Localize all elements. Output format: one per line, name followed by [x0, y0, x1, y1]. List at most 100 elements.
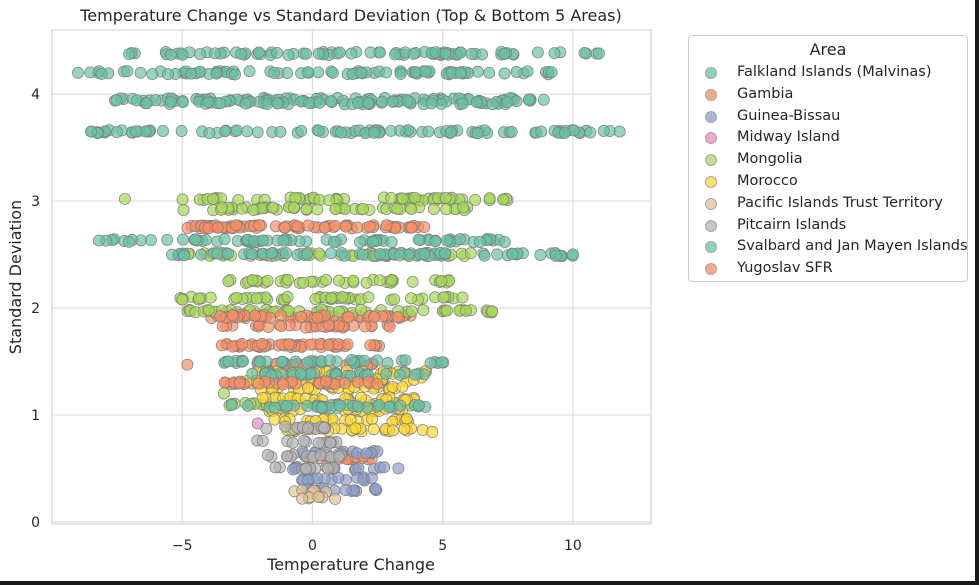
falkland-islands-malvinas-point — [394, 67, 407, 80]
gambia-point — [358, 320, 371, 333]
yugoslav-sfr-point — [339, 220, 352, 233]
y-tick-label: 1 — [31, 408, 40, 424]
falkland-islands-malvinas-point — [386, 95, 399, 108]
x-tick-label: −5 — [172, 538, 193, 554]
morocco-point — [426, 426, 439, 438]
mongolia-point — [215, 201, 228, 214]
mongolia-point — [333, 274, 345, 287]
svalbard-and-jan-mayen-islands-point — [399, 354, 412, 367]
yugoslav-sfr-point — [364, 339, 377, 352]
pitcairn-islands-point — [318, 421, 331, 434]
pitcairn-islands-point — [324, 436, 337, 449]
yugoslav-sfr-point — [230, 219, 243, 232]
chart-title: Temperature Change vs Standard Deviation… — [79, 6, 622, 25]
falkland-islands-malvinas-point — [282, 49, 295, 62]
falkland-islands-malvinas-point — [268, 66, 280, 79]
falkland-islands-malvinas-point — [352, 97, 365, 109]
falkland-islands-malvinas-point — [72, 66, 84, 79]
falkland-islands-malvinas-point — [362, 97, 375, 109]
mongolia-point — [396, 192, 409, 205]
svalbard-and-jan-mayen-islands-point — [498, 236, 511, 249]
svalbard-and-jan-mayen-islands-point — [218, 233, 231, 246]
falkland-islands-malvinas-point — [537, 93, 550, 106]
svalbard-and-jan-mayen-islands-point — [435, 356, 448, 369]
legend-item-pitcairn-islands: Pitcairn Islands — [699, 217, 964, 237]
falkland-islands-malvinas-point — [333, 46, 346, 59]
falkland-islands-malvinas-point — [313, 96, 326, 109]
falkland-islands-malvinas-point — [425, 97, 438, 110]
yugoslav-sfr-point — [249, 309, 261, 322]
legend-label: Pitcairn Islands — [737, 216, 847, 233]
svalbard-and-jan-mayen-islands-point — [366, 235, 379, 248]
y-axis-label: Standard Deviation — [6, 200, 25, 354]
pitcairn-islands-point — [297, 435, 310, 447]
mongolia-point — [325, 292, 338, 305]
svalbard-and-jan-mayen-islands-point — [439, 247, 451, 260]
pitcairn-islands-point — [301, 422, 314, 435]
legend-marker — [705, 263, 717, 276]
legend-item-morocco: Morocco — [699, 173, 964, 193]
mongolia-point — [193, 292, 206, 305]
falkland-islands-malvinas-point — [157, 125, 169, 137]
svalbard-and-jan-mayen-islands-point — [534, 249, 547, 261]
svalbard-and-jan-mayen-islands-point — [265, 247, 278, 260]
falkland-islands-malvinas-point — [498, 48, 511, 61]
mongolia-point — [246, 274, 259, 287]
yugoslav-sfr-point — [320, 375, 332, 388]
svalbard-and-jan-mayen-islands-point — [356, 248, 369, 261]
svalbard-and-jan-mayen-islands-point — [222, 355, 235, 368]
falkland-islands-malvinas-point — [300, 47, 313, 60]
falkland-islands-malvinas-point — [312, 47, 325, 60]
svalbard-and-jan-mayen-islands-point — [374, 248, 387, 260]
falkland-islands-malvinas-point — [445, 126, 457, 139]
falkland-islands-malvinas-point — [385, 124, 397, 137]
svalbard-and-jan-mayen-islands-point — [566, 248, 579, 261]
mongolia-point — [176, 293, 189, 306]
falkland-islands-malvinas-point — [162, 68, 174, 81]
legend-item-pacific-islands-trust-territory: Pacific Islands Trust Territory — [699, 195, 964, 215]
falkland-islands-malvinas-point — [194, 48, 206, 61]
falkland-islands-malvinas-point — [380, 66, 393, 79]
svalbard-and-jan-mayen-islands-point — [277, 234, 290, 247]
mongolia-point — [261, 274, 274, 287]
legend-marker — [705, 67, 717, 79]
mongolia-point — [388, 293, 401, 306]
svalbard-and-jan-mayen-islands-point — [345, 353, 358, 366]
yugoslav-sfr-point — [342, 311, 355, 324]
svalbard-and-jan-mayen-islands-point — [301, 399, 314, 412]
legend-marker — [705, 154, 717, 167]
morocco-point — [396, 380, 409, 393]
mongolia-point — [435, 275, 448, 288]
falkland-islands-malvinas-point — [214, 97, 227, 110]
falkland-islands-malvinas-point — [229, 68, 242, 81]
mongolia-point — [355, 303, 367, 316]
falkland-islands-malvinas-point — [471, 127, 484, 140]
morocco-point — [268, 413, 281, 426]
falkland-islands-malvinas-point — [470, 96, 483, 109]
falkland-islands-malvinas-point — [210, 67, 223, 80]
pacific-islands-trust-territory-point — [296, 492, 309, 505]
pitcairn-islands-point — [256, 434, 269, 447]
mongolia-point — [287, 201, 300, 214]
gambia-point — [215, 339, 228, 352]
mongolia-point — [391, 202, 404, 215]
yugoslav-sfr-point — [391, 311, 404, 324]
mongolia-point — [417, 304, 430, 317]
mongolia-point — [177, 204, 190, 217]
yugoslav-sfr-point — [341, 338, 354, 351]
svalbard-and-jan-mayen-islands-point — [371, 354, 384, 367]
svalbard-and-jan-mayen-islands-point — [92, 234, 105, 247]
svalbard-and-jan-mayen-islands-point — [161, 233, 174, 246]
mongolia-point — [439, 192, 452, 205]
mongolia-point — [405, 202, 418, 215]
y-tick-label: 2 — [31, 301, 40, 317]
svalbard-and-jan-mayen-islands-point — [280, 399, 293, 412]
falkland-islands-malvinas-point — [592, 47, 605, 60]
svalbard-and-jan-mayen-islands-point — [394, 399, 407, 412]
mongolia-point — [323, 194, 336, 207]
svalbard-and-jan-mayen-islands-point — [246, 367, 259, 380]
mongolia-point — [457, 201, 470, 214]
svalbard-and-jan-mayen-islands-point — [413, 399, 425, 412]
svalbard-and-jan-mayen-islands-point — [385, 236, 398, 249]
mongolia-point — [357, 202, 369, 215]
